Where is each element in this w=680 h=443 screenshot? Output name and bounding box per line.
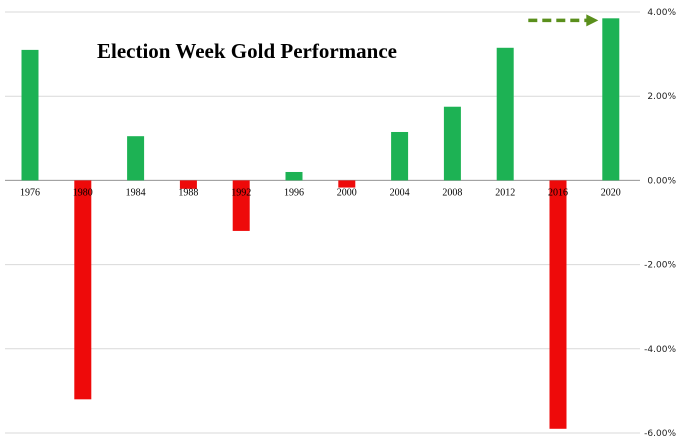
bars	[21, 18, 620, 429]
bar-1988	[179, 180, 197, 189]
bar-2020	[602, 18, 620, 181]
bar-1996	[285, 171, 303, 181]
category-label: 2012	[495, 187, 515, 198]
grid-lines	[5, 11, 640, 434]
y-tick-label: 0.00%	[647, 176, 676, 186]
bar-1984	[127, 136, 145, 181]
category-label: 2004	[390, 187, 410, 198]
bar-1980	[74, 180, 92, 400]
category-label: 2008	[442, 187, 462, 198]
category-label: 2020	[601, 187, 621, 198]
category-label: 1988	[178, 187, 198, 198]
bar-2004	[391, 131, 409, 181]
bar-2008	[443, 106, 461, 181]
chart-title: Election Week Gold Performance	[97, 39, 397, 63]
category-label: 1984	[126, 187, 146, 198]
y-tick-label: -2.00%	[644, 261, 676, 271]
y-tick-label: 2.00%	[647, 92, 676, 102]
category-label: 2000	[337, 187, 357, 198]
annotation-arrow	[528, 14, 599, 27]
y-tick-label: -4.00%	[644, 345, 676, 355]
bar-2012	[496, 47, 514, 181]
arrow-head	[586, 14, 599, 27]
category-label: 1992	[231, 187, 251, 198]
category-label: 1980	[73, 187, 93, 198]
category-label: 1976	[20, 187, 40, 198]
y-tick-label: -6.00%	[644, 429, 676, 439]
category-label: 2016	[548, 187, 568, 198]
y-tick-label: 4.00%	[647, 8, 676, 18]
y-axis-tick-labels: 4.00% 2.00% 0.00% -2.00% -4.00% -6.00%	[644, 8, 676, 439]
category-label: 1996	[284, 187, 304, 198]
bar-2016	[549, 180, 567, 429]
bar-1992	[232, 180, 250, 231]
bar-2000	[338, 180, 356, 188]
bar-1976	[21, 49, 39, 181]
category-labels: 1976 1980 1984 1988 1992 1996 2000 2004 2008 2012…	[20, 187, 621, 198]
